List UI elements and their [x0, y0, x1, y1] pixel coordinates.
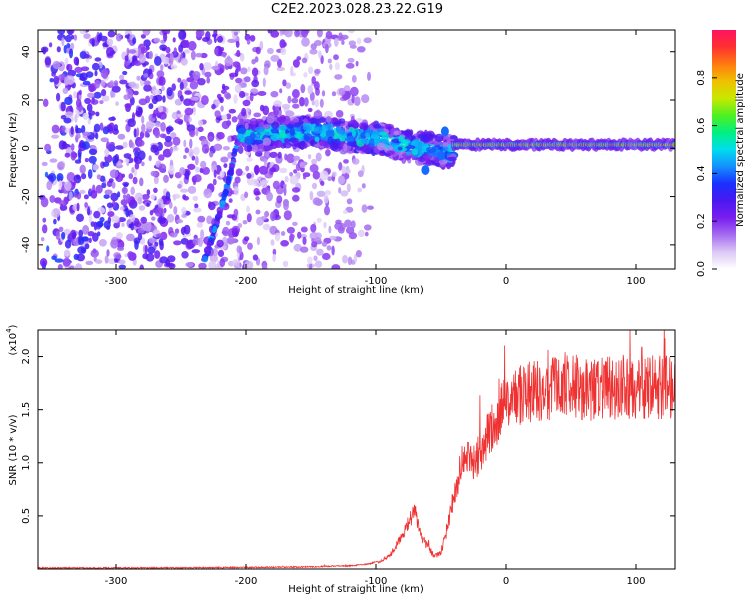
colorbar-label: Normalized spectral amplitude	[735, 73, 746, 227]
snr-plot-frame	[37, 329, 676, 570]
snr-y-tick-label: 1.5	[21, 402, 32, 418]
spectrogram-x-axis-label: Height of straight line (km)	[288, 285, 424, 296]
spectrogram-heatmap	[39, 30, 675, 269]
colorbar: 0.0 0.2 0.4 0.6 0.8 Normalized spectral ampl…	[696, 30, 746, 277]
colorbar-tick-label: 0.6	[696, 118, 707, 134]
colorbar-gradient	[712, 30, 736, 269]
snr-y-tick-label: 2.0	[21, 349, 32, 365]
spectrogram-x-ticks: -300 -200 -100 0 100	[105, 30, 646, 287]
snr-y-ticks: 0.5 1.0 1.5 2.0	[21, 349, 675, 524]
spectrogram-y-tick-label: 40	[21, 45, 32, 58]
svg-text:(x104): (x104)	[5, 324, 19, 355]
snr-y-tick-label: 0.5	[21, 508, 32, 524]
snr-x-tick-label: -100	[365, 576, 388, 587]
colorbar-ticks: 0.0 0.2 0.4 0.6 0.8	[696, 70, 717, 277]
colorbar-tick-label: 0.8	[696, 70, 707, 86]
snr-y-multiplier-exp: 4	[5, 328, 13, 333]
snr-y-multiplier: (x104)	[5, 324, 19, 355]
spectrogram-x-tick-label: -200	[235, 276, 258, 287]
spectrogram-y-tick-label: 20	[21, 94, 32, 107]
colorbar-tick-label: 0.2	[696, 213, 707, 229]
snr-y-axis-label: SNR (10 * v/v)	[8, 414, 19, 485]
snr-x-ticks: -300 -200 -100 0 100	[105, 330, 646, 587]
snr-series-line	[38, 330, 675, 569]
spectrogram-plot-frame	[37, 29, 676, 270]
snr-panel: -300 -200 -100 0 100 0.5 1.0 1.5 2.0 Height of …	[5, 324, 676, 595]
spectrogram-x-tick-label: 100	[626, 276, 645, 287]
chart-title: C2E2.2023.028.23.22.G19	[271, 2, 443, 17]
spectrogram-y-ticks: -40 -20 0 20 40	[21, 45, 675, 253]
snr-x-tick-label: 100	[626, 576, 645, 587]
snr-y-multiplier-base: (x10	[8, 333, 19, 356]
snr-y-tick-label: 1.0	[21, 455, 32, 471]
colorbar-tick-label: 0.4	[696, 165, 707, 181]
snr-x-tick-label: 0	[503, 576, 509, 587]
spectrogram-x-tick-label: -100	[365, 276, 388, 287]
spectrogram-y-tick-label: -40	[21, 237, 32, 253]
spectrogram-y-tick-label: -20	[21, 188, 32, 204]
spectrogram-x-tick-label: -300	[105, 276, 128, 287]
spectrogram-y-axis-label: Frequency (Hz)	[8, 112, 19, 188]
snr-x-tick-label: -300	[105, 576, 128, 587]
snr-x-axis-label: Height of straight line (km)	[288, 584, 424, 595]
spectrogram-x-tick-label: 0	[503, 276, 509, 287]
colorbar-tick-label: 0.0	[696, 261, 707, 277]
spectrogram-y-tick-label: 0	[21, 145, 32, 151]
snr-x-tick-label: -200	[235, 576, 258, 587]
